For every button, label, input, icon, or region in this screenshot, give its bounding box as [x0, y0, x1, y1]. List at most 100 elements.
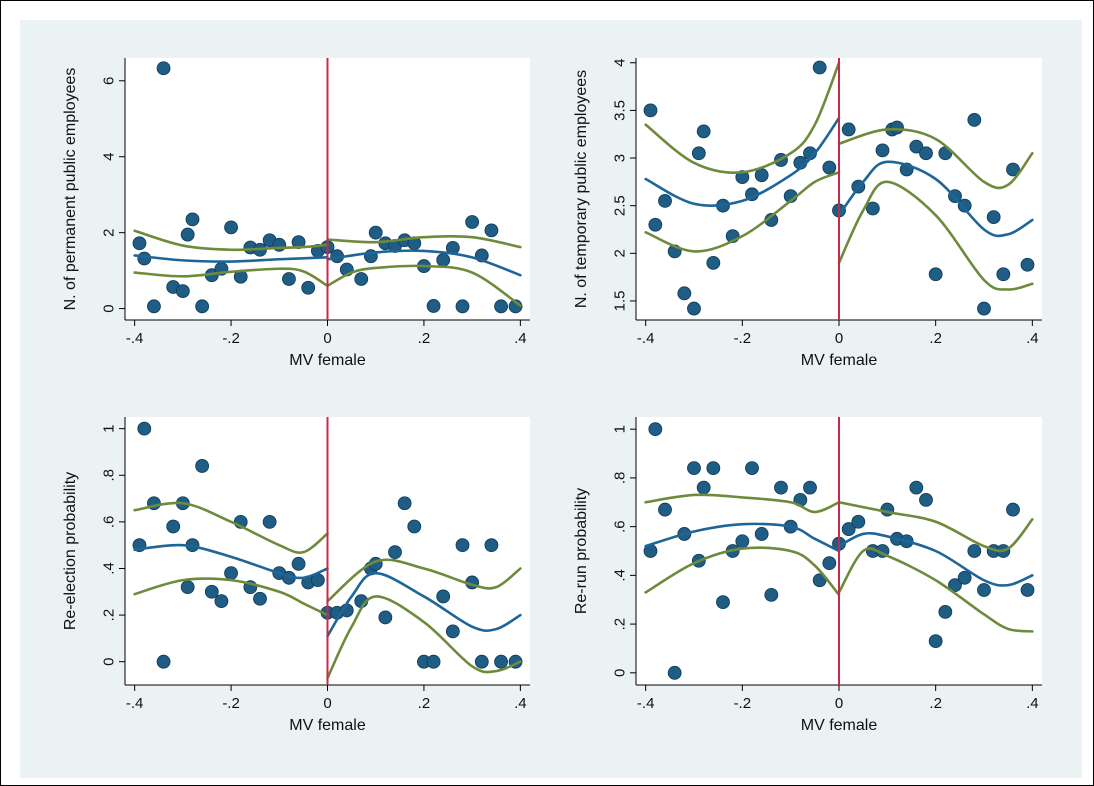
y-tick-label: .2	[612, 618, 629, 631]
data-point	[301, 280, 316, 295]
ci-lower-left-line	[133, 577, 329, 617]
fit-left-line	[133, 543, 329, 580]
data-point	[754, 527, 769, 541]
ci-upper-left-line	[644, 61, 841, 175]
data-point	[754, 168, 769, 183]
ci-lower-left-line	[644, 171, 841, 253]
y-tick-label: 1	[101, 424, 118, 432]
x-axis-title: MV female	[801, 717, 878, 734]
ci-upper-right-line	[326, 558, 522, 603]
ci-upper-right-line	[837, 500, 1034, 553]
x-tick-label: .4	[1026, 695, 1039, 712]
ci-lower-right-line	[837, 547, 1034, 633]
data-point	[465, 215, 480, 229]
y-tick-label: 2	[101, 228, 118, 236]
data-point	[667, 665, 682, 680]
data-point	[774, 480, 788, 495]
y-tick-label: 0	[612, 669, 629, 677]
data-point	[841, 122, 856, 137]
data-point	[948, 578, 962, 593]
data-point	[1020, 257, 1035, 272]
chart-panel-4: 0 .2 .4 .6 .8 1 -.4 -.2 0 .2 .4 MV female Re-run pro…	[573, 417, 1042, 734]
x-tick-label: -.4	[637, 330, 655, 347]
data-point	[436, 253, 451, 267]
data-point	[185, 212, 200, 227]
chart-panel-2: 1.5 2 2.5 3 3.5 4 -.4 -.2 0 .2 .4 MV female N. of te…	[573, 58, 1042, 369]
data-point	[822, 160, 837, 175]
data-point	[967, 544, 982, 558]
data-point	[928, 634, 943, 649]
panels-group: 0 2 4 6 -.4 -.2 0 .2 .4 MV female N. of permanent …	[62, 58, 1042, 734]
data-point	[156, 61, 171, 76]
y-axis-title: Re-election probability	[62, 472, 79, 630]
x-tick-label: .4	[514, 695, 527, 712]
data-point	[282, 272, 296, 286]
data-point	[841, 522, 856, 536]
data-point	[735, 534, 750, 549]
data-point	[195, 459, 210, 473]
data-point	[166, 519, 181, 534]
y-tick-label: 3	[612, 154, 629, 162]
data-point	[204, 584, 219, 599]
data-point	[851, 514, 866, 529]
fit-right-line	[837, 160, 1034, 238]
x-tick-label: 0	[323, 330, 331, 347]
data-point	[147, 299, 161, 314]
fit-right-line	[326, 571, 522, 638]
data-point	[909, 480, 924, 495]
fit-lines	[133, 501, 522, 680]
y-tick-label: 4	[101, 153, 118, 161]
data-point	[986, 210, 1001, 225]
data-point	[455, 299, 470, 314]
ci-lower-right-line	[837, 180, 1034, 291]
y-tick-label: .4	[612, 569, 629, 582]
y-tick-label: 1.5	[612, 291, 629, 312]
x-tick-label: -.2	[222, 330, 240, 347]
x-tick-label: 0	[835, 330, 843, 347]
data-point	[262, 514, 277, 529]
data-point	[455, 538, 470, 553]
ci-lower-left-line	[133, 267, 329, 288]
fit-lines	[133, 229, 522, 307]
data-point	[253, 591, 267, 606]
ci-lower-left-line	[644, 546, 841, 597]
data-point	[648, 217, 663, 232]
data-point	[677, 286, 692, 301]
fit-right-line	[326, 249, 522, 277]
data-point	[1020, 583, 1035, 597]
data-point	[195, 299, 210, 314]
y-tick-label: 2.5	[612, 195, 629, 216]
data-point	[445, 624, 460, 639]
data-point	[494, 654, 508, 669]
ci-upper-left-line	[644, 493, 841, 514]
y-axis-title: N. of temporary public employees	[573, 70, 590, 308]
y-tick-label: 0	[101, 304, 118, 312]
data-point	[716, 595, 730, 610]
data-point	[967, 113, 982, 127]
x-tick-label: .2	[929, 695, 942, 712]
chart-panel-1: 0 2 4 6 -.4 -.2 0 .2 .4 MV female N. of permanent …	[62, 58, 530, 369]
data-point	[658, 194, 672, 208]
data-point	[175, 284, 190, 299]
fit-lines	[644, 493, 1034, 633]
data-point	[822, 556, 837, 571]
data-point	[696, 124, 711, 139]
x-tick-label: -.2	[734, 695, 752, 712]
x-tick-label: .2	[418, 330, 431, 347]
data-point	[137, 251, 152, 266]
data-point	[957, 198, 972, 213]
data-point	[691, 146, 706, 161]
y-tick-label: .4	[101, 562, 118, 575]
fit-lines	[644, 61, 1034, 291]
ci-upper-right-line	[326, 234, 522, 249]
fit-left-line	[133, 254, 329, 263]
data-point	[407, 519, 422, 534]
data-point	[214, 594, 229, 608]
data-point	[291, 556, 306, 571]
data-point	[764, 587, 779, 602]
x-tick-label: -.2	[734, 330, 752, 347]
data-point	[1006, 502, 1020, 517]
x-tick-label: 0	[835, 695, 843, 712]
data-point	[687, 301, 701, 316]
